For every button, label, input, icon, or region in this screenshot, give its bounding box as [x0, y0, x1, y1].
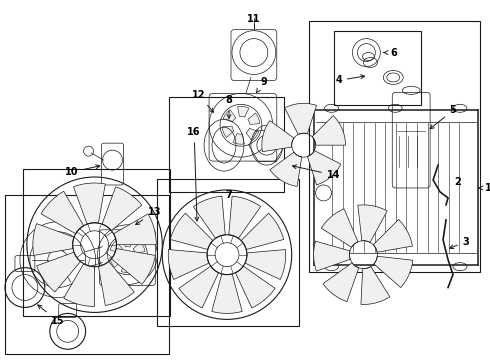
Polygon shape	[262, 121, 294, 152]
Polygon shape	[374, 256, 413, 288]
Polygon shape	[102, 187, 142, 231]
Polygon shape	[170, 213, 213, 249]
Text: 13: 13	[136, 207, 161, 225]
Text: 7: 7	[225, 190, 232, 200]
Polygon shape	[74, 183, 105, 224]
Polygon shape	[312, 116, 345, 145]
Polygon shape	[223, 110, 236, 122]
Text: 12: 12	[193, 90, 214, 112]
Text: 10: 10	[65, 165, 100, 177]
Polygon shape	[358, 205, 387, 242]
Polygon shape	[361, 266, 390, 305]
Text: 6: 6	[384, 48, 396, 58]
Polygon shape	[248, 113, 260, 125]
Polygon shape	[123, 237, 134, 247]
Polygon shape	[33, 224, 74, 256]
Polygon shape	[229, 196, 261, 238]
Text: 11: 11	[247, 14, 261, 24]
Polygon shape	[133, 242, 145, 253]
Polygon shape	[307, 150, 341, 185]
Polygon shape	[110, 256, 122, 267]
Polygon shape	[41, 191, 84, 234]
Polygon shape	[323, 263, 359, 302]
Polygon shape	[64, 264, 95, 306]
Polygon shape	[98, 261, 134, 306]
Polygon shape	[321, 209, 358, 247]
Polygon shape	[246, 128, 259, 141]
Bar	[157, 179, 299, 327]
Bar	[23, 169, 170, 316]
Polygon shape	[238, 106, 249, 117]
Polygon shape	[373, 220, 413, 252]
Polygon shape	[222, 126, 234, 138]
Text: 5: 5	[430, 105, 456, 129]
Bar	[309, 21, 480, 271]
Text: 9: 9	[256, 77, 267, 93]
Polygon shape	[241, 213, 284, 249]
Polygon shape	[179, 266, 219, 308]
Polygon shape	[110, 241, 122, 253]
Text: 4: 4	[335, 75, 365, 85]
Text: 3: 3	[450, 237, 469, 249]
Polygon shape	[270, 152, 302, 186]
Bar	[334, 31, 421, 105]
Text: 14: 14	[293, 165, 340, 180]
Bar	[169, 97, 284, 192]
Polygon shape	[285, 103, 317, 135]
Polygon shape	[114, 214, 156, 245]
Text: 15: 15	[38, 305, 65, 327]
Text: 16: 16	[187, 127, 201, 221]
Polygon shape	[133, 257, 145, 269]
Polygon shape	[245, 249, 286, 279]
Polygon shape	[37, 252, 80, 292]
Polygon shape	[194, 196, 225, 238]
Polygon shape	[233, 133, 244, 144]
Polygon shape	[212, 274, 242, 314]
Polygon shape	[314, 241, 350, 271]
Text: 8: 8	[225, 95, 232, 118]
Polygon shape	[122, 262, 132, 273]
Polygon shape	[235, 266, 275, 308]
Text: 2: 2	[455, 177, 462, 187]
Polygon shape	[111, 248, 155, 284]
Polygon shape	[168, 249, 209, 279]
Text: 1: 1	[479, 183, 490, 193]
Bar	[5, 195, 169, 354]
